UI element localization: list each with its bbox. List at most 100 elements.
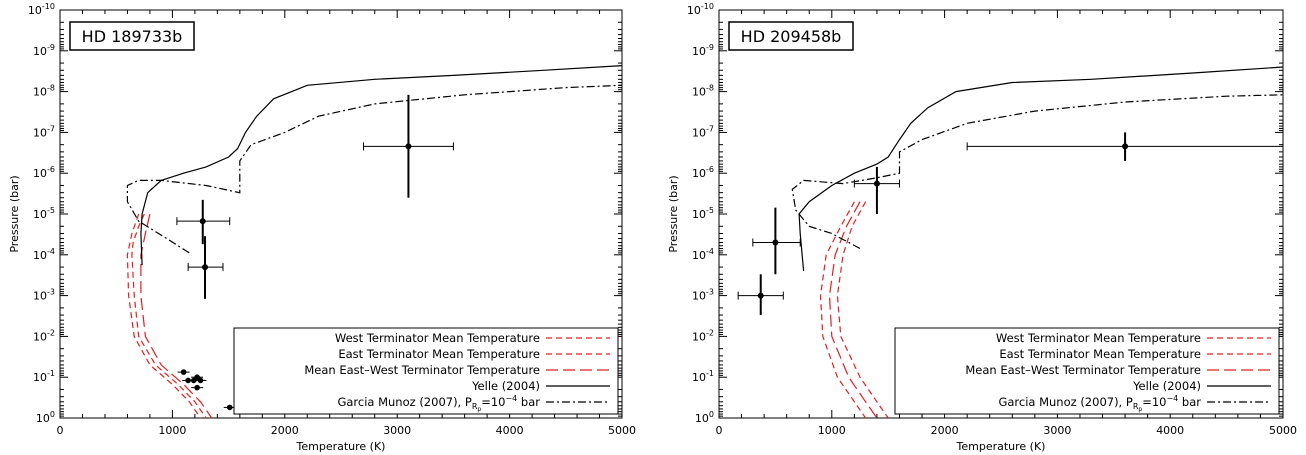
y-tick-base: 10 <box>36 412 50 425</box>
data-point <box>757 292 764 299</box>
y-tick-label: 10-1 <box>33 369 55 384</box>
y-tick-label: 10-10 <box>687 2 714 17</box>
legend-label-east: East Terminator Mean Temperature <box>999 347 1201 361</box>
series-line-garcia <box>126 84 623 254</box>
data-point <box>199 218 206 225</box>
legend-label-part: bar <box>1178 395 1201 409</box>
y-tick-base: 10 <box>692 330 706 343</box>
y-tick-label: 100 <box>695 410 714 425</box>
y-axis-title: Pressure (bar) <box>667 175 680 252</box>
y-tick-label: 10-6 <box>692 165 714 180</box>
x-tick-label: 1000 <box>818 424 846 437</box>
legend: West Terminator Mean Temperature East Ter… <box>894 327 1280 415</box>
series-line-mean <box>828 201 878 419</box>
y-tick-label: 10-2 <box>33 328 55 343</box>
legend-label-garcia: Garcia Munoz (2007), PRp=10−4 bar <box>998 394 1201 413</box>
legend-label-east: East Terminator Mean Temperature <box>338 347 540 361</box>
y-tick-exponent: -6 <box>706 165 714 174</box>
legend-label-yelle: Yelle (2004) <box>1132 379 1201 393</box>
x-tick-label: 5000 <box>608 424 636 437</box>
data-point <box>772 239 779 246</box>
y-tick-base: 10 <box>692 45 706 58</box>
x-tick-label: 2000 <box>271 424 299 437</box>
y-tick-base: 10 <box>33 208 47 221</box>
y-tick-exponent: 0 <box>50 410 55 419</box>
y-tick-exponent: -4 <box>47 247 55 256</box>
y-tick-label: 10-9 <box>692 43 714 58</box>
legend-label-part: =10 <box>481 395 505 409</box>
y-tick-exponent: -3 <box>706 288 714 297</box>
series-line-garcia <box>791 94 1284 250</box>
y-tick-label: 10-9 <box>33 43 55 58</box>
y-axis-title: Pressure (bar) <box>8 175 21 252</box>
y-tick-base: 10 <box>692 371 706 384</box>
legend-label-part: p <box>1138 406 1142 413</box>
y-tick-base: 10 <box>33 167 47 180</box>
legend-label-part: R <box>472 402 478 411</box>
legend: West Terminator Mean Temperature East Ter… <box>233 327 619 415</box>
y-tick-base: 10 <box>692 249 706 262</box>
y-tick-exponent: -8 <box>706 84 714 93</box>
y-tick-base: 10 <box>33 290 47 303</box>
legend-label-part: =10 <box>1142 395 1166 409</box>
y-tick-label: 10-10 <box>28 2 55 17</box>
legend-label-mean: Mean East–West Terminator Temperature <box>304 363 540 377</box>
y-tick-exponent: -5 <box>47 206 55 215</box>
y-tick-exponent: -7 <box>706 124 714 133</box>
legend-label-part: R <box>1133 402 1139 411</box>
chart-panel-1: 0 1000 2000 3000 4000 500010-1010-910-810-710… <box>8 2 636 453</box>
y-tick-label: 10-1 <box>692 369 714 384</box>
chart-title: HD 209458b <box>741 27 842 46</box>
y-tick-exponent: -9 <box>47 43 55 52</box>
y-tick-base: 10 <box>33 249 47 262</box>
y-tick-base: 10 <box>28 4 42 17</box>
legend-label-west: West Terminator Mean Temperature <box>996 331 1201 345</box>
y-tick-base: 10 <box>692 167 706 180</box>
x-axis-title: Temperature (K) <box>956 440 1046 453</box>
y-tick-exponent: -7 <box>47 124 55 133</box>
chart-panel-2: 0 1000 2000 3000 4000 500010-1010-910-810-710… <box>667 2 1297 453</box>
y-tick-exponent: -1 <box>47 369 55 378</box>
x-tick-label: 4000 <box>496 424 524 437</box>
y-tick-label: 10-3 <box>692 288 714 303</box>
y-tick-label: 10-5 <box>33 206 55 221</box>
y-tick-label: 10-8 <box>692 84 714 99</box>
y-tick-base: 10 <box>692 86 706 99</box>
data-point <box>1122 143 1129 150</box>
series-line-east <box>836 201 889 419</box>
data-dot <box>194 384 200 391</box>
y-tick-base: 10 <box>33 45 47 58</box>
y-tick-exponent: -4 <box>706 247 714 256</box>
legend-box <box>894 327 1280 415</box>
y-tick-label: 100 <box>36 410 55 425</box>
legend-label-part: Garcia Munoz (2007), P <box>998 395 1132 409</box>
legend-label-part: bar <box>517 395 540 409</box>
data-point <box>405 143 412 150</box>
y-tick-exponent: -8 <box>47 84 55 93</box>
legend-label-west: West Terminator Mean Temperature <box>335 331 540 345</box>
legend-label-part: p <box>477 406 481 413</box>
x-tick-label: 4000 <box>1156 424 1184 437</box>
y-tick-base: 10 <box>33 86 47 99</box>
y-tick-base: 10 <box>687 4 701 17</box>
y-tick-label: 10-7 <box>692 124 714 139</box>
x-tick-label: 2000 <box>931 424 959 437</box>
y-tick-base: 10 <box>33 330 47 343</box>
legend-label-yelle: Yelle (2004) <box>471 379 540 393</box>
x-tick-label: 0 <box>716 424 723 437</box>
y-tick-exponent: -5 <box>706 206 714 215</box>
chart-title: HD 189733b <box>82 27 183 46</box>
y-tick-base: 10 <box>33 371 47 384</box>
y-tick-label: 10-2 <box>692 328 714 343</box>
x-tick-label: 3000 <box>1043 424 1071 437</box>
y-tick-base: 10 <box>33 126 47 139</box>
y-tick-exponent: -2 <box>706 328 714 337</box>
y-tick-label: 10-4 <box>33 247 55 262</box>
series-line-west <box>819 201 867 419</box>
y-tick-base: 10 <box>695 412 709 425</box>
series-line-mean <box>140 213 213 419</box>
data-point <box>201 264 208 271</box>
title-box <box>728 21 854 51</box>
y-tick-exponent: -3 <box>47 288 55 297</box>
